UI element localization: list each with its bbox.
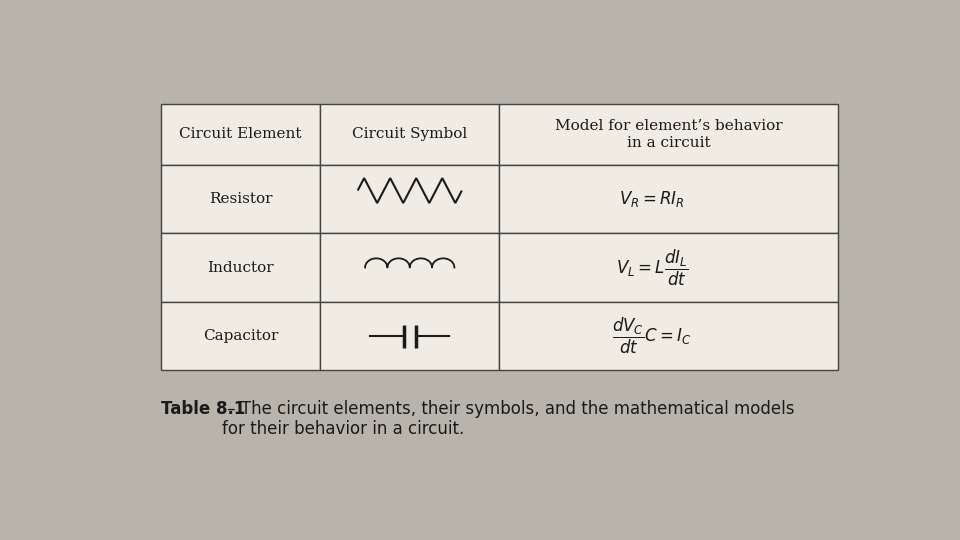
Text: Capacitor: Capacitor <box>203 329 278 343</box>
Bar <box>161 302 320 370</box>
Bar <box>161 104 320 165</box>
Text: Table 8.1: Table 8.1 <box>161 400 246 417</box>
Bar <box>499 104 838 165</box>
Bar <box>320 104 499 165</box>
Bar <box>499 165 838 233</box>
Text: – The circuit elements, their symbols, and the mathematical models
for their beh: – The circuit elements, their symbols, a… <box>222 400 795 438</box>
Text: $\dfrac{dV_C}{dt}C = I_C$: $\dfrac{dV_C}{dt}C = I_C$ <box>612 316 691 356</box>
Bar <box>499 302 838 370</box>
Bar <box>320 165 499 233</box>
Text: $V_L = L\dfrac{dI_L}{dt}$: $V_L = L\dfrac{dI_L}{dt}$ <box>615 247 688 288</box>
Text: Circuit Element: Circuit Element <box>180 127 301 141</box>
Bar <box>499 233 838 302</box>
Text: Model for element’s behavior
in a circuit: Model for element’s behavior in a circui… <box>555 119 782 150</box>
Bar <box>161 233 320 302</box>
Bar <box>320 302 499 370</box>
Text: Inductor: Inductor <box>207 260 274 274</box>
Text: Resistor: Resistor <box>208 192 273 206</box>
Bar <box>161 165 320 233</box>
Text: Circuit Symbol: Circuit Symbol <box>352 127 468 141</box>
Text: $V_R = RI_R$: $V_R = RI_R$ <box>619 189 684 209</box>
Bar <box>320 233 499 302</box>
